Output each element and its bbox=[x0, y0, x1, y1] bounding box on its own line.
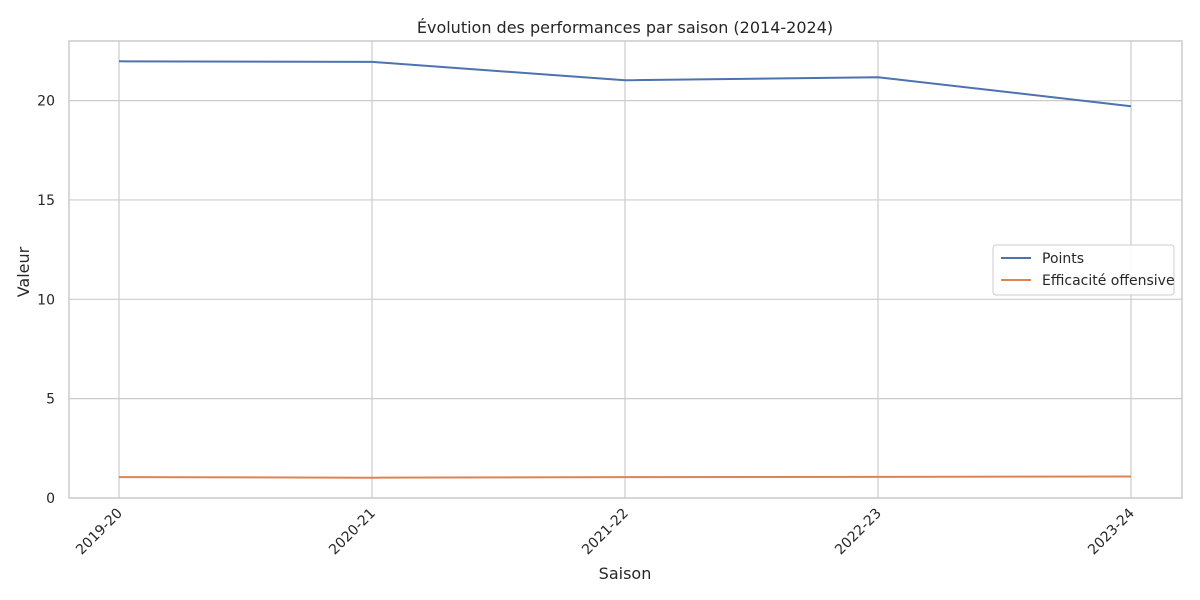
legend-label-points: Points bbox=[1042, 251, 1084, 267]
x-tick-label: 2019-20 bbox=[73, 506, 126, 559]
series-line-efficacite-offensive bbox=[118, 475, 1132, 479]
series-layer bbox=[118, 60, 1132, 479]
legend: Points Efficacité offensive bbox=[992, 244, 1175, 296]
y-tick-label: 15 bbox=[37, 193, 55, 209]
x-tick-label: 2022-23 bbox=[832, 506, 885, 559]
y-tick-label: 5 bbox=[46, 392, 55, 408]
x-tick-label: 2023-24 bbox=[1085, 505, 1138, 558]
chart-title: Évolution des performances par saison (2… bbox=[417, 18, 833, 37]
tick-layer: 0 5 10 15 20 2019-20 2020-21 2021-22 2022-23 2023… bbox=[37, 94, 1138, 559]
legend-box bbox=[992, 244, 1175, 296]
y-tick-label: 20 bbox=[37, 94, 55, 110]
legend-label-efficacite: Efficacité offensive bbox=[1042, 273, 1175, 289]
y-axis-label: Valeur bbox=[14, 246, 33, 297]
y-tick-label: 0 bbox=[46, 491, 55, 507]
series-line-points bbox=[118, 60, 1132, 108]
plot-frame bbox=[68, 40, 1183, 499]
x-tick-label: 2020-21 bbox=[326, 506, 379, 559]
y-tick-label: 10 bbox=[37, 292, 55, 308]
x-axis-label: Saison bbox=[599, 564, 652, 583]
x-tick-label: 2021-22 bbox=[579, 506, 632, 559]
